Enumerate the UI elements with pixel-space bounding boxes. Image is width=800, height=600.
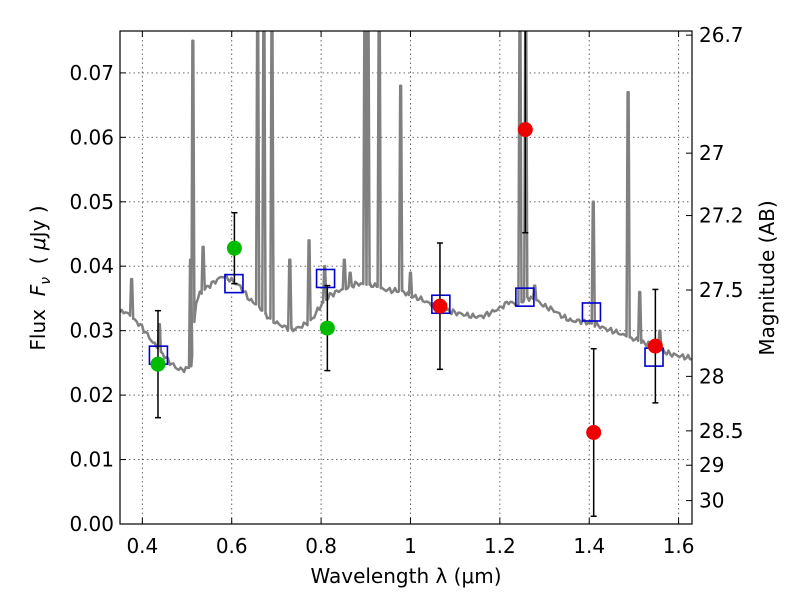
- x-tick-label: 1.6: [663, 534, 695, 558]
- y2-tick-label: 27.2: [699, 204, 744, 228]
- y-tick-label: 0.03: [69, 319, 114, 343]
- plot-frame: [119, 30, 693, 525]
- y-tick-label: 0.02: [69, 383, 114, 407]
- x-tick-label: 1.2: [484, 534, 516, 558]
- green-point-marker: [319, 320, 335, 336]
- x-tick-label: 0.4: [126, 534, 158, 558]
- y2-tick-label: 29: [699, 453, 724, 477]
- grid: [120, 31, 692, 525]
- model-square-marker: [315, 268, 336, 289]
- y2-tick-label: 27: [699, 141, 724, 165]
- data-points: [148, 31, 664, 518]
- y-tick-label: 0.06: [69, 125, 114, 149]
- model-square-marker: [515, 287, 535, 307]
- red-point-marker: [432, 298, 448, 314]
- y2-tick-label: 28.5: [699, 419, 744, 443]
- spectrum-line: [120, 31, 692, 374]
- y-axis-label: Flux Fν ( μJy ): [26, 205, 54, 350]
- red-point-marker: [586, 424, 602, 440]
- y2-tick-label: 27.5: [699, 278, 744, 302]
- spectrum: [120, 31, 692, 374]
- x-tick-label: 0.8: [305, 534, 337, 558]
- y-tick-label: 0.00: [69, 512, 114, 536]
- y2-axis-label: Magnitude (AB): [755, 200, 779, 355]
- red-point-marker: [647, 338, 663, 354]
- model-square-marker: [581, 302, 602, 322]
- x-tick-label: 1: [404, 534, 417, 558]
- y-tick-label: 0.04: [69, 254, 114, 278]
- y-tick-label: 0.05: [69, 190, 114, 214]
- y2-tick-label: 30: [699, 489, 724, 513]
- y-tick-label: 0.07: [69, 61, 114, 85]
- green-point-marker: [150, 356, 166, 372]
- y-tick-label: 0.01: [69, 448, 114, 472]
- y2-tick-label: 28: [699, 364, 724, 388]
- red-point-marker: [517, 122, 533, 138]
- x-tick-label: 0.6: [216, 534, 248, 558]
- y2-tick-label: 26.7: [699, 23, 744, 47]
- x-tick-label: 1.4: [573, 534, 605, 558]
- green-point-marker: [226, 240, 242, 256]
- axis-tick-labels: 0.4 0.6 0.8 1 1.2 1.4 1.6 0.00 0.01 0.02 0.03 0.04 0…: [69, 23, 743, 558]
- x-axis-label: Wavelength λ (μm): [310, 564, 501, 588]
- axis-ticks: [120, 31, 692, 525]
